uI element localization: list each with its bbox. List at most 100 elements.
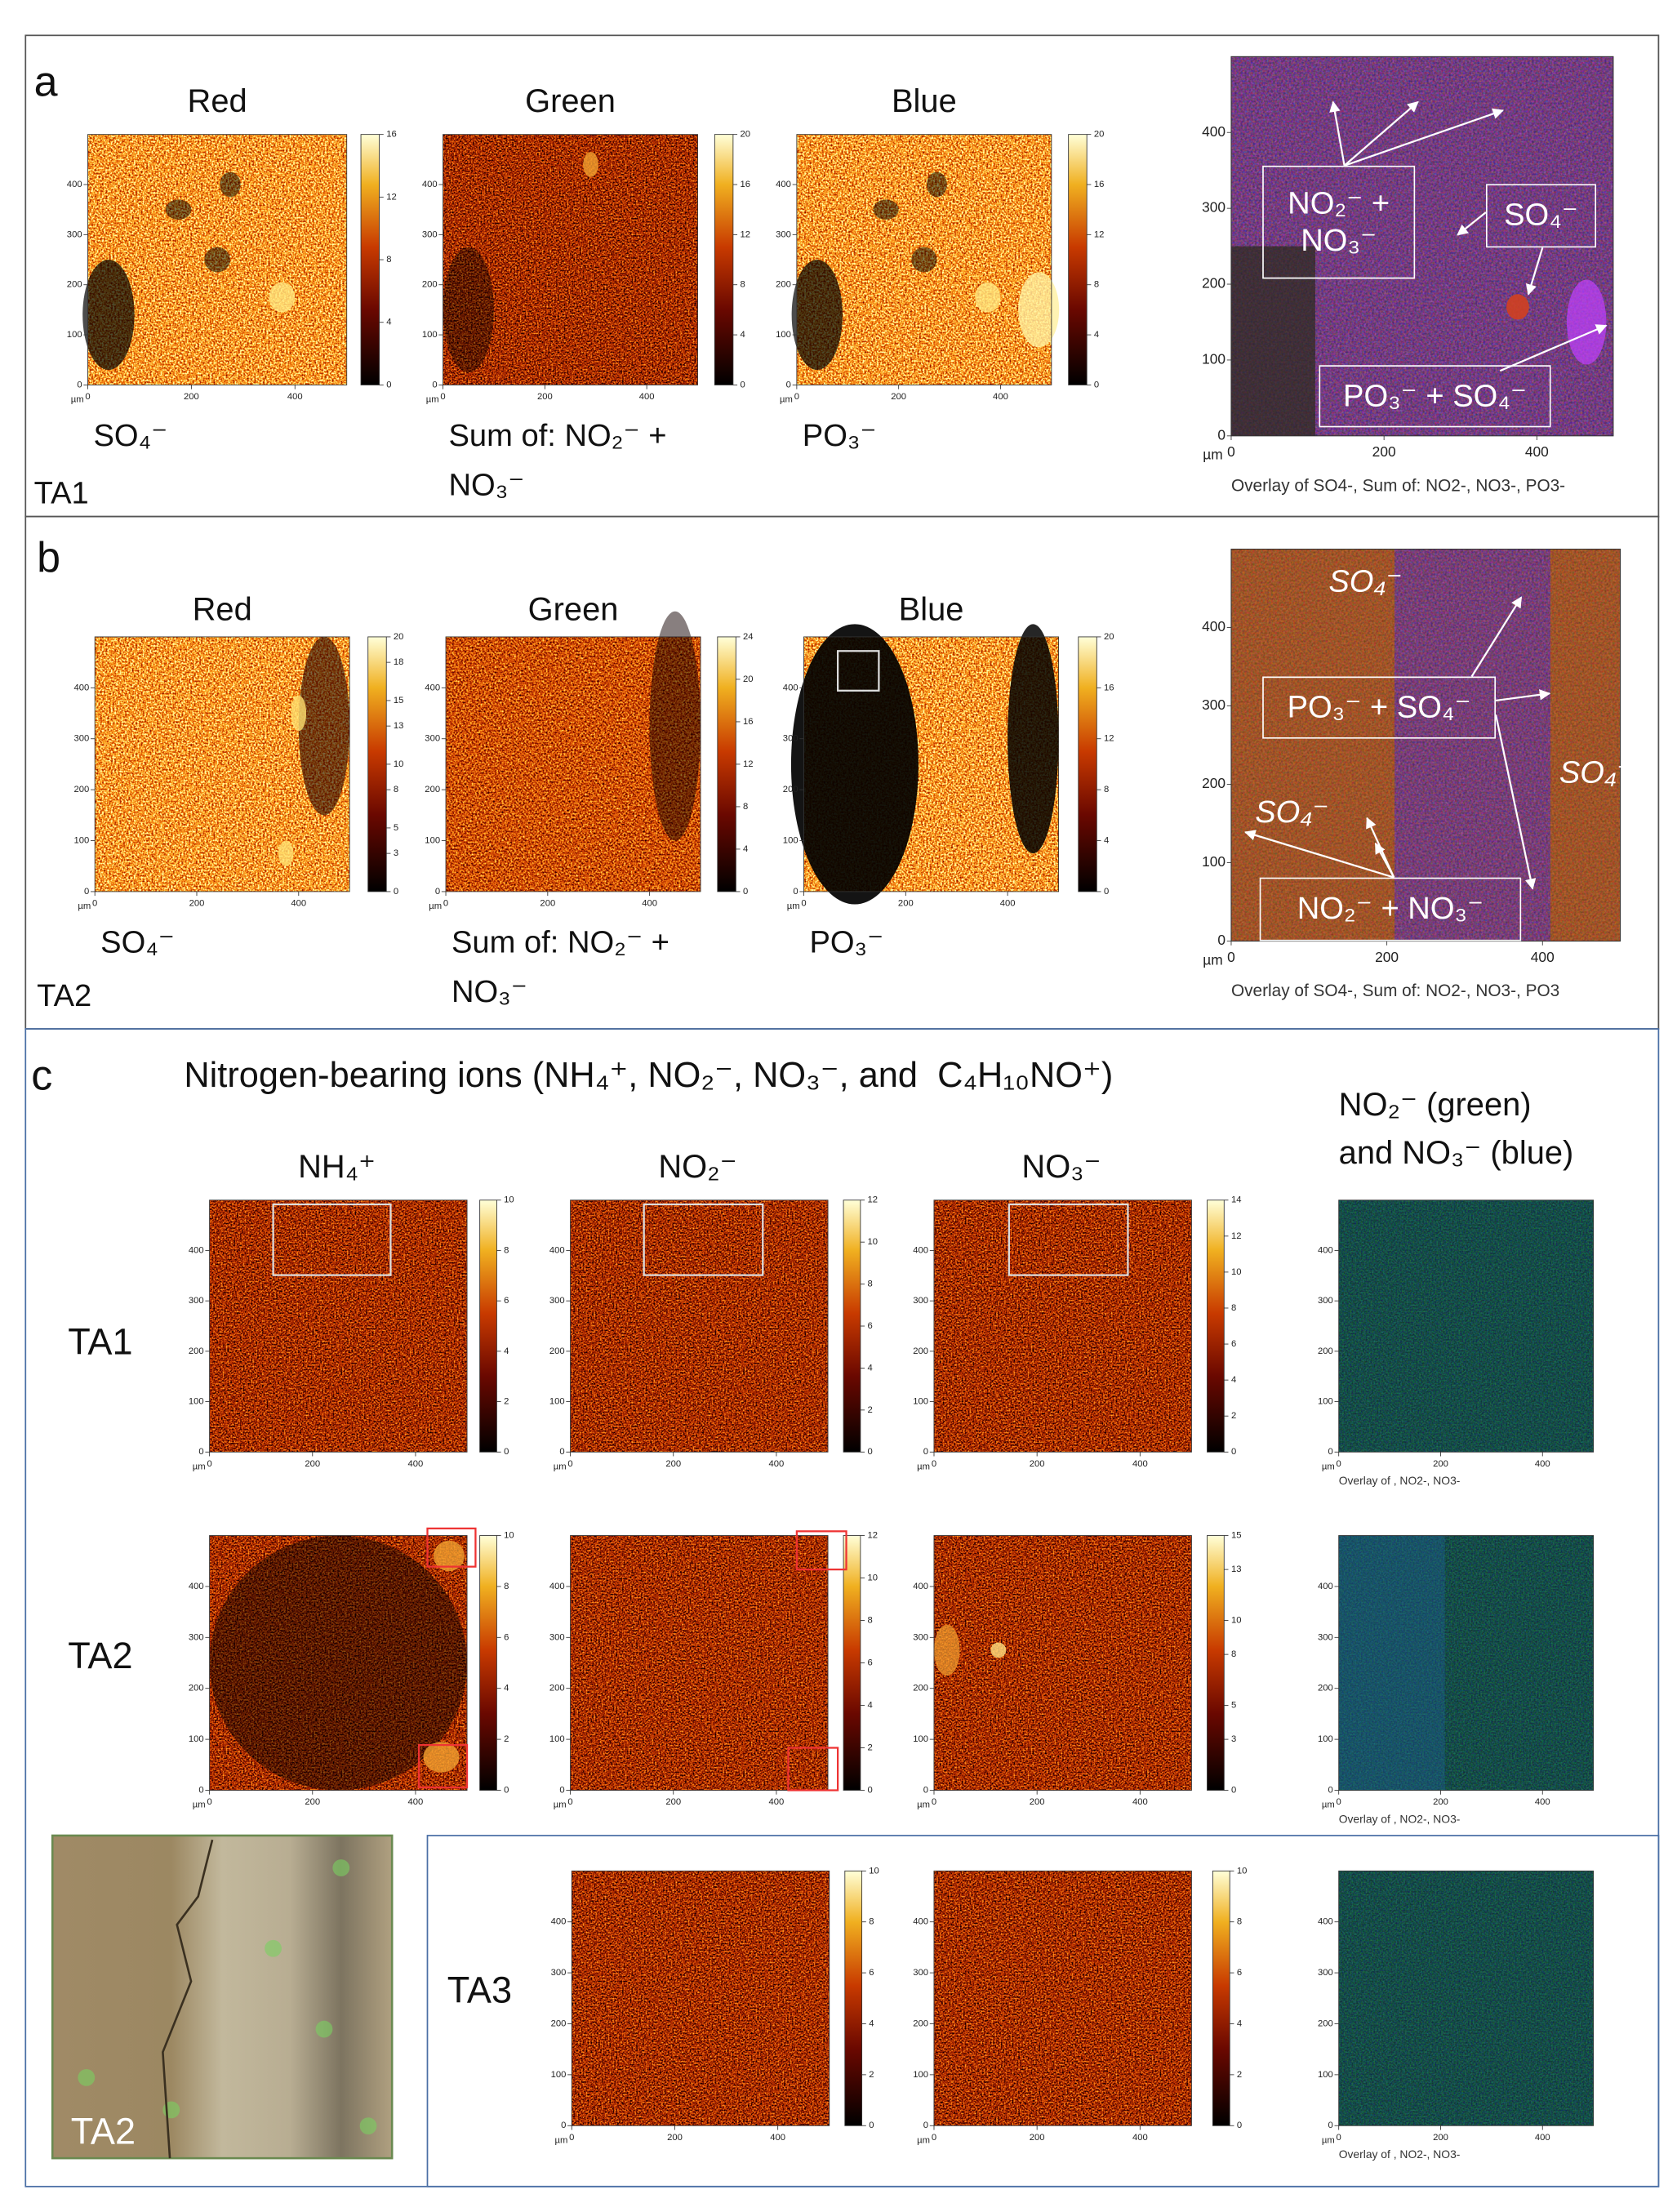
colorbar: [843, 1199, 861, 1453]
colorbar-tick-label: 4: [504, 1346, 509, 1356]
ion-label: Sum of: NO₂⁻ + NO₃⁻: [451, 924, 669, 1010]
colorbar-tick-label: 2: [1231, 1411, 1236, 1421]
y-tick-label: 0: [1328, 2121, 1332, 2130]
y-tick-label: 400: [549, 1582, 565, 1591]
overlay-map: [1338, 1199, 1594, 1453]
colorbar-tick-label: 6: [868, 1658, 873, 1667]
x-tick-label: 0: [443, 899, 448, 909]
y-tick-label: 100: [1202, 853, 1226, 870]
x-tick-label: 200: [305, 1459, 320, 1469]
arrow: [1525, 247, 1544, 296]
overlay-map: [1338, 1535, 1594, 1791]
colorbar-tick-label: 18: [394, 657, 404, 667]
colorbar-tick-label: 0: [386, 380, 391, 389]
ion-label-holder: PO₃⁻: [809, 924, 883, 959]
colorbar-tick-label: 2: [504, 1397, 509, 1407]
x-tick-label: 0: [207, 1459, 211, 1469]
x-tick-label: 200: [540, 899, 555, 909]
y-tick-label: 200: [1318, 1684, 1333, 1693]
colorbar-tick-label: 13: [1231, 1564, 1242, 1574]
colorbar-tick-label: 15: [1231, 1530, 1242, 1540]
arrow: [1329, 100, 1346, 166]
axis-unit: µm: [917, 1462, 930, 1471]
colorbar-tick-label: 5: [1231, 1700, 1236, 1710]
x-tick-label: 400: [291, 899, 306, 909]
arrow: [1244, 830, 1395, 879]
map-feature: [298, 636, 350, 816]
x-tick-label: 0: [794, 392, 799, 402]
arrow: [1470, 596, 1523, 678]
arrow: [1495, 689, 1551, 702]
y-tick-label: 200: [189, 1684, 204, 1693]
map-feature: [82, 260, 135, 371]
optical-feature: [315, 2020, 333, 2038]
x-tick-label: 0: [932, 2133, 936, 2143]
x-tick-label: 400: [1531, 949, 1555, 965]
colorbar-tick-label: 16: [741, 180, 751, 189]
overlay-map: [1338, 1871, 1594, 2126]
y-tick-label: 300: [67, 229, 82, 239]
axis-unit: µm: [1203, 447, 1222, 463]
colorbar: [714, 134, 734, 385]
x-tick-label: 0: [440, 392, 445, 402]
map-feature: [1008, 624, 1059, 854]
x-tick-label: 400: [769, 1797, 785, 1807]
x-tick-label: 200: [184, 392, 199, 402]
colorbar-tick-label: 0: [1231, 1447, 1236, 1457]
arrow: [1374, 842, 1395, 879]
y-tick-label: 400: [1318, 1245, 1333, 1255]
y-tick-label: 300: [776, 229, 791, 239]
optical-feature: [359, 2117, 377, 2135]
column-header: NH₄⁺: [298, 1149, 376, 1185]
optical-label: TA2: [71, 2111, 136, 2152]
arrow: [1494, 714, 1537, 890]
highlight-box: [787, 1747, 839, 1791]
y-tick-label: 400: [1318, 1582, 1333, 1591]
map-feature: [649, 611, 701, 841]
panel-label: c: [31, 1052, 52, 1099]
x-tick-label: 200: [667, 2133, 683, 2143]
ion-map: [570, 1199, 829, 1453]
colorbar-tick-label: 10: [1231, 1267, 1242, 1277]
column-header: NO₂⁻ (green): [1339, 1087, 1532, 1123]
y-tick-label: 300: [549, 1632, 565, 1642]
x-tick-label: 0: [1337, 1797, 1341, 1807]
x-tick-label: 200: [1030, 2133, 1045, 2143]
overlay-caption: Overlay of , NO2-, NO3-: [1338, 2148, 1461, 2161]
x-tick-label: 0: [801, 899, 806, 909]
y-tick-label: 200: [551, 2018, 567, 2028]
x-tick-label: 400: [1535, 1459, 1550, 1469]
column-header: and NO₃⁻ (blue): [1339, 1135, 1574, 1171]
overlay-caption: Overlay of , NO2-, NO3-: [1338, 1813, 1461, 1826]
colorbar-tick-label: 20: [1094, 130, 1105, 140]
y-tick-label: 0: [559, 1785, 564, 1795]
x-tick-label: 400: [1132, 2133, 1148, 2143]
map-feature: [220, 171, 241, 198]
panel-label: b: [37, 534, 60, 581]
colorbar-tick-label: 4: [1094, 330, 1099, 340]
colorbar-tick-label: 8: [504, 1582, 509, 1591]
map-feature: [1018, 272, 1060, 348]
overlay-band: [1338, 1535, 1445, 1791]
x-tick-label: 200: [1433, 1797, 1448, 1807]
y-tick-label: 300: [425, 734, 440, 744]
y-tick-label: 200: [67, 280, 82, 290]
y-tick-label: 400: [776, 180, 791, 189]
colorbar-tick-label: 0: [1094, 380, 1099, 389]
ion-map: [572, 1871, 830, 2126]
sample-label: TA2: [37, 978, 91, 1013]
x-tick-label: 400: [1132, 1459, 1148, 1469]
y-tick-label: 400: [1202, 618, 1226, 634]
x-tick-label: 400: [408, 1797, 424, 1807]
y-tick-label: 200: [1318, 2018, 1333, 2028]
arrow: [1343, 100, 1419, 167]
map-frame: [209, 1199, 468, 1453]
y-tick-label: 300: [913, 1968, 928, 1978]
colorbar-tick-label: 10: [869, 1866, 879, 1876]
colorbar-tick-label: 0: [394, 887, 398, 897]
x-tick-label: 400: [769, 1459, 785, 1469]
colorbar-tick-label: 0: [868, 1785, 873, 1795]
colorbar-tick-label: 8: [386, 255, 391, 265]
colorbar-tick-label: 4: [1104, 835, 1109, 845]
x-tick-label: 200: [537, 392, 553, 402]
